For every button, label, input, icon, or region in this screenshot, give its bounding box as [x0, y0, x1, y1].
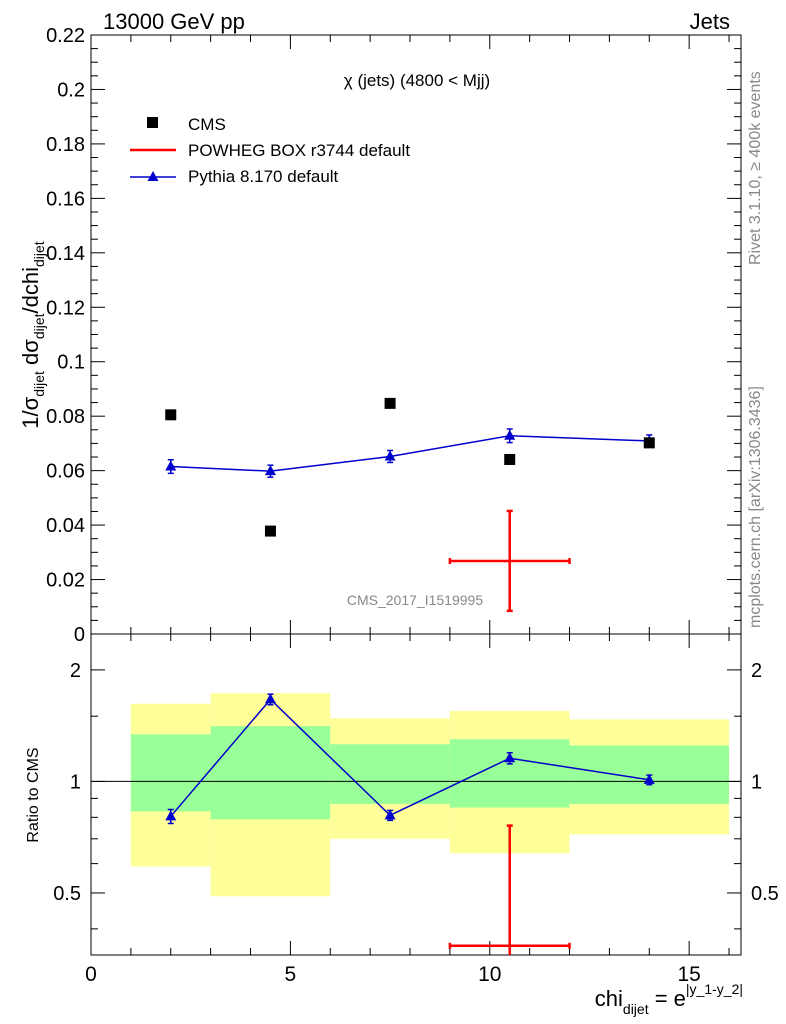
x-tick-label: 10	[478, 963, 501, 986]
ratio-band-green-3	[449, 739, 570, 808]
pythia-point	[504, 429, 516, 440]
legend-marker-pythia	[147, 171, 159, 181]
pythia-point	[384, 450, 396, 461]
main-y-tick-label: 0.1	[57, 352, 85, 374]
legend-label-pythia: Pythia 8.170 default	[188, 167, 339, 186]
main-y-tick-label: 0.04	[46, 515, 85, 537]
mcplots-label: mcplots.cern.ch [arXiv:1306.3436]	[747, 386, 764, 628]
main-y-tick-label: 0.14	[46, 243, 85, 265]
ratio-y-tick-label: 1	[70, 771, 81, 793]
cms-point	[264, 525, 276, 537]
ratio-plot-area: 0 5 10 15 0.5 0.5 1 1 2 2	[53, 633, 779, 986]
ratio-y-tick-label-right: 0.5	[751, 883, 779, 905]
plot-title: χ (jets) (4800 < Mjj)	[344, 71, 490, 90]
main-y-tick-label: 0.12	[46, 297, 85, 319]
ratio-y-tick-label-right: 1	[751, 771, 762, 793]
legend-label-cms: CMS	[188, 115, 226, 134]
main-y-tick-label: 0.06	[46, 461, 85, 483]
ratio-band-green-0	[130, 734, 211, 812]
ratio-y-tick-label: 0.5	[53, 883, 81, 905]
main-y-tick-label: 0.2	[57, 79, 85, 101]
main-y-axis-label: 1/σdijet dσdijet/dchidijet	[18, 241, 47, 429]
header-right: Jets	[690, 9, 730, 34]
cms-point	[504, 453, 516, 465]
ratio-band-green-1	[210, 726, 331, 820]
main-y-tick-label: 0.22	[46, 25, 85, 47]
ratio-y-axis-label: Ratio to CMS	[25, 747, 42, 842]
ratio-band-green-2	[330, 744, 450, 804]
rivet-label: Rivet 3.1.10, ≥ 400k events	[747, 71, 764, 265]
ratio-pythia-point	[165, 810, 177, 821]
pythia-point	[165, 460, 177, 471]
main-y-tick-label: 0.16	[46, 188, 85, 210]
ratio-y-tick-label-right: 2	[751, 660, 762, 682]
ratio-pythia-point	[504, 752, 516, 763]
ratio-y-tick-label: 2	[70, 660, 81, 682]
pythia-line	[170, 435, 650, 472]
legend: CMS POWHEG BOX r3744 default Pythia 8.17…	[130, 115, 410, 186]
cms-point	[165, 409, 177, 421]
analysis-watermark: CMS_2017_I1519995	[347, 592, 483, 608]
cms-point	[643, 437, 655, 449]
cms-point	[384, 397, 396, 409]
header-left: 13000 GeV pp	[103, 9, 245, 34]
main-y-tick-label: 0.02	[46, 570, 85, 592]
ratio-plot-frame	[90, 633, 742, 956]
main-y-tick-label: 0	[74, 624, 85, 646]
x-tick-label: 5	[285, 963, 297, 986]
x-tick-label: 15	[677, 963, 700, 986]
x-axis-label: chidijet = e|y_1-y_2|	[595, 981, 743, 1017]
ratio-pythia-point	[384, 809, 396, 820]
ratio-pythia-point	[643, 773, 655, 784]
x-tick-label: 0	[85, 963, 97, 986]
legend-marker-cms	[147, 117, 158, 128]
main-y-tick-label: 0.18	[46, 134, 85, 156]
legend-label-powheg: POWHEG BOX r3744 default	[188, 141, 410, 160]
main-y-tick-label: 0.08	[46, 406, 85, 428]
pythia-point	[264, 465, 276, 476]
main-plot-area: 0 0.02 0.04 0.06 0.08 0.1 0.12 0.14 0.16 0.18 0.2 0…	[46, 25, 742, 646]
ratio-pythia-point	[264, 693, 276, 704]
